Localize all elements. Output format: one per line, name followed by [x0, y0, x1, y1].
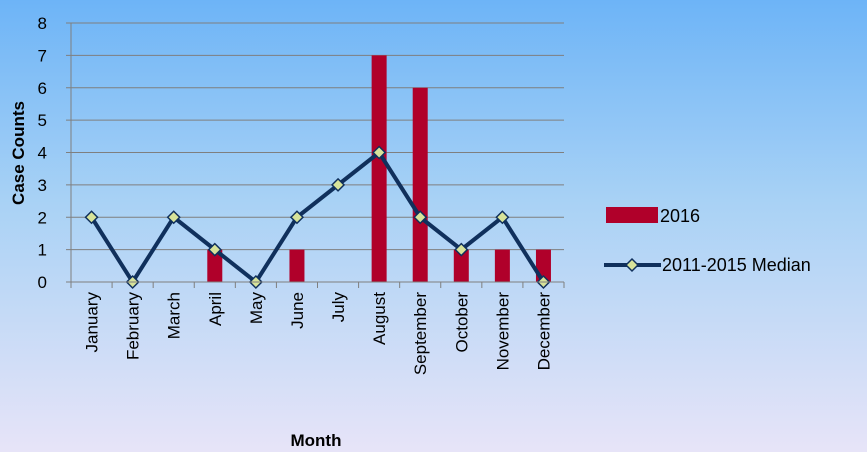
legend-swatch-2016	[606, 207, 658, 223]
median-line	[84, 145, 551, 290]
x-tick-label-august: August	[370, 292, 389, 345]
x-tick-label-january: January	[83, 292, 102, 353]
median-point-october	[454, 242, 469, 257]
y-tick-label: 3	[38, 176, 47, 195]
median-point-june	[289, 210, 305, 225]
median-series-line	[89, 150, 546, 284]
axes	[66, 22, 565, 288]
y-tick-labels: 0 1 2 3 4 5 6 7 8	[38, 14, 47, 292]
median-point-april	[207, 242, 222, 257]
y-tick-label: 5	[38, 111, 47, 130]
y-tick-label: 8	[38, 14, 47, 33]
bar-june	[289, 249, 305, 282]
bar-november	[494, 249, 510, 282]
y-axis-title: Case Counts	[9, 101, 28, 205]
y-tick-label: 0	[38, 273, 47, 292]
legend-label-median: 2011-2015 Median	[662, 255, 811, 275]
y-tick-label: 4	[38, 144, 47, 163]
median-point-march	[166, 210, 181, 225]
legend: 2016 2011-2015 Median	[604, 206, 811, 275]
bars-2016	[207, 55, 551, 282]
y-tick-label: 6	[38, 79, 47, 98]
legend-label-2016: 2016	[660, 206, 700, 226]
median-point-september	[413, 210, 428, 225]
y-tick-label: 2	[38, 208, 47, 227]
x-tick-label-october: October	[452, 292, 471, 353]
x-tick-label-november: November	[493, 292, 512, 371]
x-tick-label-june: June	[288, 292, 307, 329]
median-point-november	[495, 210, 510, 225]
x-tick-label-december: December	[534, 292, 553, 371]
y-tick-label: 7	[38, 46, 47, 65]
gridlines	[71, 22, 564, 251]
bar-august	[371, 55, 387, 282]
x-tick-labels: January February March April May June July Augu…	[83, 292, 554, 376]
bar-september	[412, 87, 428, 282]
x-tick-label-may: May	[247, 292, 266, 325]
median-point-january	[84, 210, 99, 225]
x-tick-label-july: July	[329, 292, 348, 323]
x-tick-label-march: March	[165, 292, 184, 339]
x-tick-label-april: April	[206, 292, 225, 326]
median-point-july	[330, 177, 346, 192]
bar-october	[453, 249, 469, 282]
legend-swatch-median-marker	[624, 257, 640, 273]
x-tick-label-september: September	[411, 292, 430, 375]
bar-april	[207, 249, 223, 282]
y-tick-label: 1	[38, 241, 47, 260]
x-axis-title: Month	[291, 431, 342, 450]
x-tick-label-february: February	[124, 292, 143, 361]
median-point-august	[372, 145, 387, 160]
